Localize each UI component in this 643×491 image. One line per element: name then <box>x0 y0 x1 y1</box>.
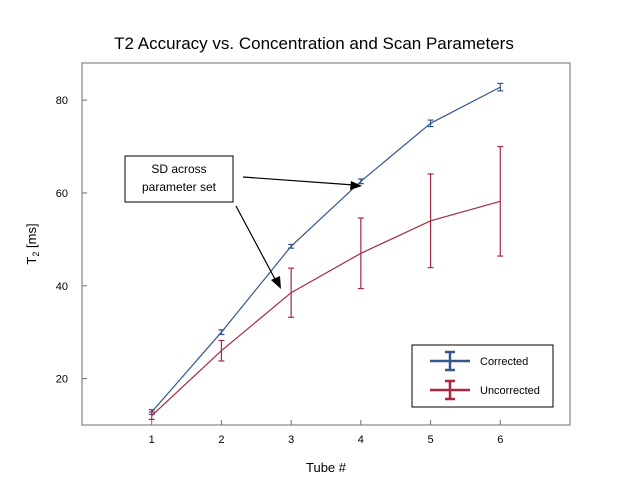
legend: Corrected Uncorrected <box>411 344 554 408</box>
annotation-line-1: SD across <box>151 162 206 176</box>
annotation-arrow-corrected <box>242 176 355 186</box>
y-axis-label: T2 [ms] <box>24 223 41 264</box>
legend-label-uncorrected: Uncorrected <box>480 385 540 397</box>
x-tick-label-6: 6 <box>497 434 503 446</box>
legend-label-corrected: Corrected <box>480 356 528 368</box>
x-tick-label-2: 2 <box>218 434 224 446</box>
error-bar-corrected-2 <box>218 329 225 336</box>
series-line-corrected <box>151 86 501 413</box>
error-bar-uncorrected-5 <box>427 173 434 269</box>
x-axis: 1 2 3 4 5 6 <box>149 420 503 446</box>
error-bar-uncorrected-4 <box>357 217 364 290</box>
legend-box <box>411 344 554 408</box>
annotation-box <box>124 155 234 203</box>
error-bar-uncorrected-6 <box>497 145 504 257</box>
x-tick-label-1: 1 <box>149 434 155 446</box>
legend-marker-uncorrected <box>430 379 470 401</box>
annotation-line-2: parameter set <box>142 180 217 194</box>
y-tick-label-80: 80 <box>56 95 68 107</box>
series-line-uncorrected <box>151 200 501 417</box>
annotation-arrow-uncorrected <box>235 205 277 282</box>
error-bar-uncorrected-2 <box>218 339 225 362</box>
y-axis-label-subscript: 2 <box>31 252 41 257</box>
y-tick-label-40: 40 <box>56 281 68 293</box>
y-axis-label-unit: [ms] <box>24 223 39 251</box>
error-bar-corrected-4 <box>357 178 364 185</box>
error-bar-uncorrected-3 <box>288 267 295 318</box>
annotation-arrowhead-corrected <box>350 181 362 190</box>
error-bar-corrected-6 <box>497 82 504 92</box>
chart-title: T2 Accuracy vs. Concentration and Scan P… <box>114 34 514 53</box>
series-layer <box>148 82 504 421</box>
y-axis-label-main: T <box>24 257 39 265</box>
y-tick-label-60: 60 <box>56 188 68 200</box>
y-tick-label-20: 20 <box>56 374 68 386</box>
legend-marker-corrected <box>430 350 470 372</box>
annotation: SD across parameter set <box>124 155 362 289</box>
error-bar-corrected-3 <box>288 243 295 249</box>
x-axis-label: Tube # <box>306 460 347 475</box>
x-tick-label-5: 5 <box>428 434 434 446</box>
y-axis: 20 40 60 80 <box>56 95 87 386</box>
x-tick-label-4: 4 <box>358 434 364 446</box>
annotation-arrowhead-uncorrected <box>271 276 281 289</box>
error-bar-corrected-5 <box>427 119 434 128</box>
x-tick-label-3: 3 <box>288 434 294 446</box>
error-bar-uncorrected-1 <box>148 411 155 421</box>
